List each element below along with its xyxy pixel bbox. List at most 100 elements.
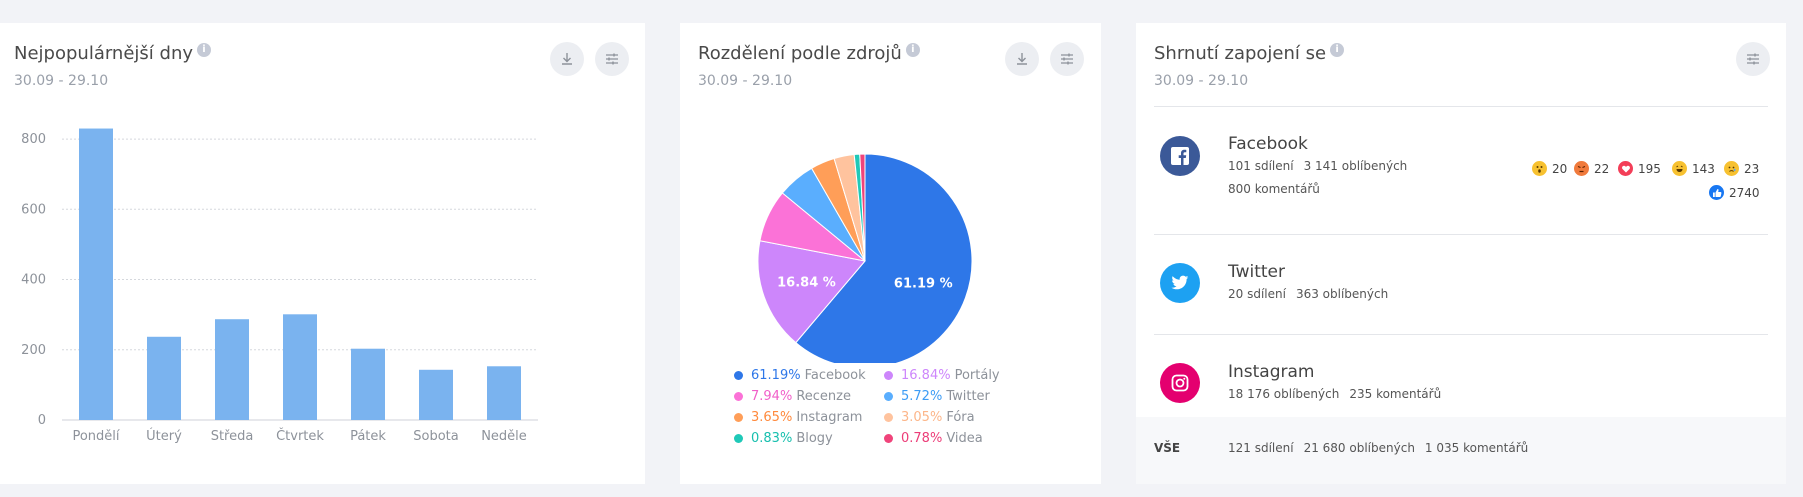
bar[interactable] [147, 336, 181, 420]
download-button[interactable] [1005, 42, 1039, 76]
x-tick-label: Čtvrtek [276, 428, 324, 444]
x-tick-label: Sobota [413, 429, 458, 444]
card-title-text: Shrnutí zapojení se [1154, 43, 1327, 64]
legend-dot-icon [734, 392, 743, 401]
legend-dot-icon [734, 371, 743, 380]
twitter-icon [1160, 263, 1200, 303]
sources-card: Rozdělení podle zdrojů i 30.09 - 29.10 61… [680, 23, 1101, 484]
bar[interactable] [487, 366, 521, 420]
legend-label: Videa [946, 431, 983, 446]
chart-settings-button[interactable] [595, 42, 629, 76]
facebook-icon [1160, 136, 1200, 176]
divider [1154, 234, 1768, 235]
network-name: Instagram [1228, 362, 1315, 382]
legend-item[interactable]: 3.05% Fóra [884, 410, 975, 425]
divider [1154, 334, 1768, 335]
pie-slice[interactable] [859, 153, 866, 262]
bar[interactable] [283, 314, 317, 420]
engagement-settings-button[interactable] [1736, 42, 1770, 76]
pie-chart: 61.19 % 16.84 % [757, 153, 973, 363]
x-tick-label: Neděle [481, 429, 527, 444]
pie-slice[interactable] [795, 153, 973, 363]
likes-count: 3 141 oblíbených [1303, 159, 1408, 173]
legend-item[interactable]: 0.78% Videa [884, 431, 983, 446]
sliders-icon [606, 53, 618, 65]
engagement-total-row: VŠE 121 sdílení 21 680 oblíbených 1 035 ko… [1136, 417, 1786, 484]
like-emoji-icon [1709, 185, 1724, 200]
y-tick-label: 800 [21, 132, 46, 147]
legend-dot-icon [734, 413, 743, 422]
legend-label: Twitter [946, 389, 990, 404]
network-stats: 101 sdílení 3 141 oblíbených [1228, 159, 1407, 173]
total-label: VŠE [1154, 441, 1181, 455]
legend-label: Fóra [946, 410, 975, 425]
x-tick-label: Pondělí [72, 429, 119, 444]
shares-count: 121 sdílení [1228, 441, 1294, 455]
reaction-count: 20 [1552, 161, 1568, 176]
comments-count: 1 035 komentářů [1424, 441, 1529, 455]
comments-count: 235 komentářů [1349, 387, 1442, 401]
legend-percent: 16.84% [901, 368, 951, 383]
divider [1154, 106, 1768, 107]
chart-settings-button[interactable] [1050, 42, 1084, 76]
download-button[interactable] [550, 42, 584, 76]
legend-item[interactable]: 5.72% Twitter [884, 389, 990, 404]
legend-percent: 0.83% [751, 431, 793, 446]
date-range: 30.09 - 29.10 [14, 73, 109, 89]
reaction-count: 143 [1692, 161, 1715, 176]
x-tick-label: Středa [211, 429, 254, 444]
bar[interactable] [215, 319, 249, 420]
bar[interactable] [79, 128, 113, 420]
legend-item[interactable]: 3.65% Instagram [734, 410, 862, 425]
x-tick-label: Úterý [146, 428, 182, 444]
legend-dot-icon [884, 392, 893, 401]
reaction-count: 2740 [1729, 185, 1760, 200]
y-tick-label: 0 [38, 413, 46, 428]
info-icon[interactable]: i [197, 43, 211, 57]
legend-label: Instagram [796, 410, 863, 425]
reaction-count: 195 [1638, 161, 1661, 176]
legend-label: Recenze [796, 389, 851, 404]
slice-label: 16.84 % [777, 276, 836, 291]
legend-percent: 0.78% [901, 431, 943, 446]
legend-label: Facebook [804, 368, 866, 383]
network-name: Twitter [1228, 262, 1285, 282]
sad-emoji-icon [1724, 161, 1739, 176]
legend-item[interactable]: 16.84% Portály [884, 368, 1000, 383]
total-stats: 121 sdílení 21 680 oblíbených 1 035 koment… [1228, 441, 1528, 455]
legend-label: Portály [954, 368, 1000, 383]
network-stats: 20 sdílení 363 oblíbených [1228, 287, 1388, 301]
shares-count: 101 sdílení [1228, 159, 1294, 173]
date-range: 30.09 - 29.10 [1154, 73, 1249, 89]
bar-chart: 0 200 400 600 800 Pondělí Úterý Středa Čtvrtek Pá… [21, 128, 538, 444]
wow-emoji-icon [1532, 161, 1547, 176]
sliders-icon [1061, 53, 1073, 65]
reaction-love: 195 [1618, 161, 1661, 176]
likes-count: 18 176 oblíbených [1228, 387, 1340, 401]
y-tick-label: 400 [21, 273, 46, 288]
engagement-card: Shrnutí zapojení se i 30.09 - 29.10 Faceb… [1136, 23, 1786, 484]
bar[interactable] [419, 369, 453, 420]
bar[interactable] [351, 348, 385, 420]
slice-label: 61.19 % [894, 276, 953, 291]
info-icon[interactable]: i [1330, 43, 1345, 57]
legend-item[interactable]: 61.19% Facebook [734, 368, 866, 383]
legend-percent: 3.05% [901, 410, 943, 425]
card-title-text: Nejpopulárnější dny [14, 43, 193, 64]
sliders-icon [1747, 53, 1759, 65]
legend-percent: 7.94% [751, 389, 793, 404]
legend-label: Blogy [796, 431, 833, 446]
reaction-count: 23 [1744, 161, 1760, 176]
card-title: Shrnutí zapojení se i [1154, 43, 1345, 64]
legend-dot-icon [734, 434, 743, 443]
reaction-wow: 20 [1532, 161, 1567, 176]
legend-percent: 5.72% [901, 389, 943, 404]
pie-slice[interactable] [757, 240, 866, 344]
card-title-text: Rozdělení podle zdrojů [698, 43, 902, 64]
reaction-like: 2740 [1709, 185, 1760, 200]
shares-count: 20 sdílení [1228, 287, 1286, 301]
love-emoji-icon [1618, 161, 1633, 176]
info-icon[interactable]: i [905, 43, 920, 57]
legend-item[interactable]: 0.83% Blogy [734, 431, 833, 446]
legend-item[interactable]: 7.94% Recenze [734, 389, 851, 404]
